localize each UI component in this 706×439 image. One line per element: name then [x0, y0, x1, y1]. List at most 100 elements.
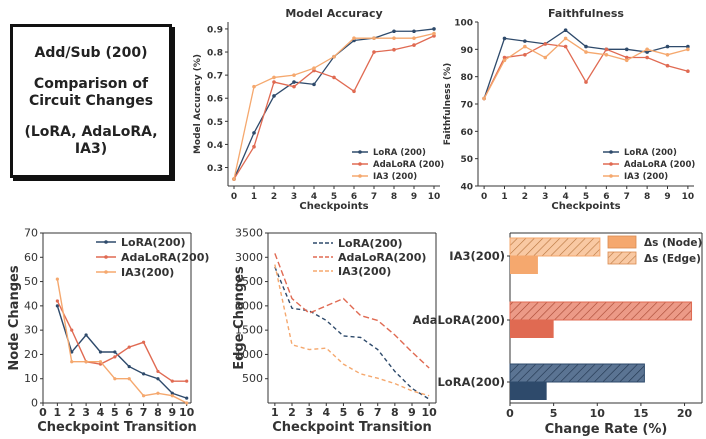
nodes-series-adalora-point — [70, 328, 74, 332]
accuracy-series-ia3-point — [332, 54, 336, 59]
faith-ytick-label: 70 — [460, 101, 473, 111]
faith-xtick-label: 2 — [522, 192, 528, 202]
change-rate-chart: 0 5 10 15 20 Change Rate (%) IA3(200) AdaLoRA(2… — [413, 232, 703, 437]
change-bar-node-ia3 — [510, 256, 538, 274]
change-xtick-label: 5 — [550, 407, 558, 420]
faith-legend-label-lora: LoRA (200) — [624, 148, 677, 158]
faith-xtick-label: 4 — [562, 192, 568, 202]
faith-xtick-label: 8 — [644, 192, 650, 202]
edges-xtick-label: 9 — [408, 406, 416, 419]
accuracy-series-adalora-point — [292, 84, 296, 89]
faith-xtick-label: 5 — [583, 192, 589, 202]
change-category-label-adalora: AdaLoRA(200) — [413, 313, 505, 327]
nodes-series-lora-point — [70, 350, 74, 354]
faith-title: Faithfulness — [548, 7, 624, 20]
edges-ytick-label: 1500 — [235, 324, 263, 337]
nodes-series-ia3-line — [56, 279, 188, 404]
nodes-ytick-label: 30 — [24, 324, 38, 337]
nodes-xtick-label: 8 — [154, 406, 162, 419]
accuracy-xtick-label: 4 — [311, 192, 317, 202]
edges-ytick-label: 2500 — [235, 275, 263, 288]
nodes-xtick-label: 2 — [68, 406, 76, 419]
faith-xtick-label: 7 — [624, 192, 630, 202]
nodes-legend-label-adalora: AdaLoRA(200) — [121, 251, 209, 264]
change-category-label-lora: LoRA(200) — [437, 375, 505, 389]
accuracy-legend-label-lora: LoRA (200) — [373, 148, 426, 158]
nodes-xlabel: Checkpoint Transition — [37, 420, 197, 435]
nodes-series-adalora-point — [55, 299, 59, 303]
accuracy-series-adalora-point — [252, 144, 256, 149]
nodes-xtick-label: 4 — [97, 406, 105, 419]
accuracy-xtick-label: 3 — [291, 192, 297, 202]
faith-ytick-label: 60 — [460, 128, 473, 138]
accuracy-series-lora-point — [272, 94, 276, 98]
edges-xtick-label: 10 — [421, 406, 437, 419]
faith-series-lora-point — [686, 44, 690, 49]
title-box: Add/Sub (200) Comparison of Circuit Chan… — [10, 24, 172, 178]
accuracy-legend-label-adalora: AdaLoRA (200) — [373, 160, 444, 170]
faith-series-lora-point — [665, 44, 670, 49]
accuracy-series-lora-point — [312, 82, 316, 87]
accuracy-series-adalora-point — [352, 89, 356, 94]
faith-legend-marker-adalora — [609, 162, 613, 166]
faith-series-adalora-point — [502, 55, 507, 60]
faith-xtick-label: 1 — [501, 192, 507, 202]
change-legend-label-edge: Δs (Edge) — [644, 253, 701, 265]
accuracy-ytick-label: 0.6 — [207, 95, 223, 105]
edges-xtick-label: 8 — [391, 406, 399, 419]
nodes-series-ia3-point — [113, 377, 117, 381]
change-bar-node-lora — [510, 382, 547, 400]
accuracy-series-ia3-point — [232, 177, 236, 181]
faith-series-ia3-point — [543, 55, 548, 60]
nodes-legend-marker-adalora — [104, 255, 108, 259]
nodes-series-lora-point — [127, 364, 131, 369]
accuracy-xlabel: Checkpoints — [299, 201, 368, 212]
faith-series-ia3-point — [482, 96, 486, 101]
change-bar-edge-lora — [509, 363, 645, 383]
nodes-series-ia3-point — [84, 360, 88, 364]
nodes-series-lora-line — [56, 305, 187, 399]
nodes-xtick-label: 0 — [39, 406, 47, 419]
nodes-ytick-label: 20 — [24, 348, 38, 361]
accuracy-series-ia3-point — [272, 75, 276, 80]
change-xtick-label: 15 — [633, 407, 648, 420]
accuracy-legend-marker-ia3 — [358, 174, 362, 178]
accuracy-series-ia3-point — [432, 31, 436, 36]
accuracy-xtick-label: 7 — [371, 192, 377, 202]
change-bar-node-adalora — [510, 320, 554, 338]
nodes-legend-marker-ia3 — [104, 270, 108, 274]
faith-xtick-label: 3 — [542, 192, 548, 202]
faith-series-ia3-point — [604, 53, 609, 57]
accuracy-series-adalora-point — [412, 43, 416, 47]
accuracy-series-ia3-point — [312, 66, 316, 70]
accuracy-legend-marker-lora — [358, 150, 362, 154]
faith-xtick-label: 9 — [664, 192, 670, 202]
faith-series-lora-line — [483, 29, 688, 99]
edges-series-ia3-line — [274, 264, 430, 397]
change-xtick-label: 0 — [506, 407, 514, 420]
nodes-xtick-label: 5 — [111, 406, 119, 419]
faith-legend-label-adalora: AdaLoRA (200) — [624, 160, 695, 170]
nodes-series-lora-point — [156, 377, 160, 381]
nodes-series-lora-point — [141, 372, 146, 376]
nodes-series-adalora-point — [185, 379, 189, 383]
accuracy-series-ia3-point — [252, 84, 256, 89]
accuracy-series-ia3-point — [292, 73, 296, 77]
faith-xlabel: Checkpoints — [551, 201, 620, 212]
faith-series-lora-point — [502, 36, 507, 41]
faith-series-lora-point — [645, 50, 649, 54]
nodes-series-adalora-point — [127, 345, 131, 349]
edges-xtick-label: 2 — [288, 406, 296, 419]
accuracy-ytick-label: 0.7 — [207, 72, 223, 82]
change-legend-swatch-edge — [607, 251, 637, 265]
nodes-ytick-label: 60 — [24, 251, 38, 264]
accuracy-xtick-label: 5 — [331, 192, 337, 202]
change-bar-edge-adalora — [509, 301, 693, 321]
title-methods: (LoRA, AdaLoRA, IA3) — [24, 123, 158, 157]
edges-ytick-label: 2000 — [235, 299, 263, 312]
faith-xtick-label: 6 — [603, 192, 609, 202]
nodes-ytick-label: 10 — [24, 372, 38, 385]
accuracy-ytick-label: 0.4 — [207, 141, 223, 151]
change-legend-swatch-node — [607, 235, 637, 249]
